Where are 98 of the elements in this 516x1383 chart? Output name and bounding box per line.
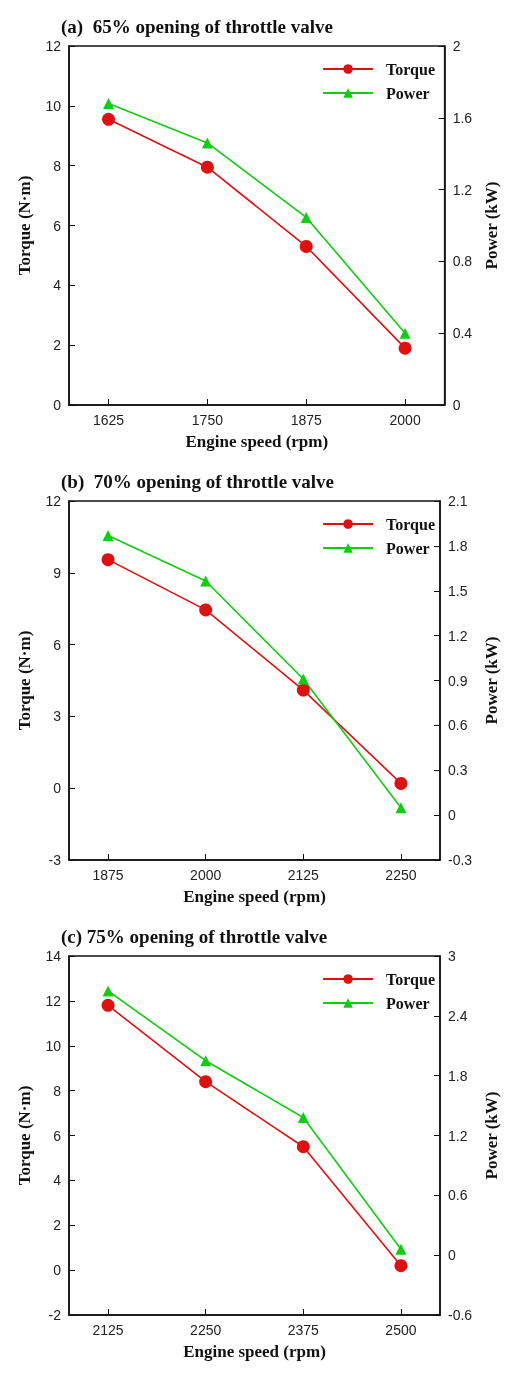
y2-tick-label: -0.3 [447,852,473,868]
point [200,1055,212,1067]
x-tick-label: 2125 [287,867,320,883]
chart-title: (b) 70% opening of throttle valve [61,471,335,493]
y2-axis-title: Power (kW) [482,636,501,725]
point [296,1140,310,1154]
point [199,603,213,617]
point [101,553,115,567]
y-tick-label: 8 [53,1082,62,1099]
point [200,160,214,174]
chart-title: (a) 65% opening of throttle valve [61,16,333,38]
y2-tick-label: 1.6 [452,109,473,126]
point [299,239,313,253]
y2-tick-label: 0 [447,1247,456,1264]
y2-axis-title: Power (kW) [482,1091,501,1180]
y2-tick-label: 2 [452,38,461,54]
y2-tick-label: -0.6 [447,1307,473,1323]
y2-tick-label: 1.2 [447,627,468,644]
x-tick-label: 2250 [190,1322,222,1338]
point [297,673,309,685]
point [398,341,412,355]
point [395,802,407,814]
x-tick-label: 2000 [389,412,421,428]
y2-tick-label: 0.6 [447,1187,468,1204]
point [395,1243,407,1255]
point [103,97,115,109]
y2-tick-label: 1.2 [452,181,473,198]
y2-tick-label: 0.4 [452,325,473,342]
y-tick-label: 12 [45,493,62,509]
legend-label: Power [386,539,430,557]
y2-tick-label: 0 [452,397,461,413]
point [300,211,312,223]
point [102,112,116,126]
y-tick-label: 3 [53,708,62,725]
x-axis-title: Engine speed (rpm) [183,887,326,906]
y-tick-label: -3 [48,852,62,868]
legend-label: Power [386,994,430,1012]
y2-axis-title: Power (kW) [482,181,501,270]
x-tick-label: 2500 [385,1322,417,1338]
point [102,985,114,997]
y2-tick-label: 1.8 [447,537,468,554]
y-tick-label: 0 [53,780,62,797]
y-tick-label: 10 [45,1037,62,1054]
x-tick-label: 2000 [190,867,222,883]
y2-tick-label: 1.5 [447,582,468,599]
y2-tick-label: 2.1 [447,493,468,509]
y2-tick-label: 0.8 [452,253,473,270]
point [102,529,114,541]
y-tick-label: 6 [53,636,62,653]
y-tick-label: 2 [53,337,62,354]
y-tick-label: 4 [53,1172,62,1189]
y-tick-label: 6 [53,217,62,234]
y-tick-label: 10 [45,97,62,114]
y2-tick-label: 2.4 [447,1007,468,1024]
x-tick-label: 1875 [290,412,323,428]
y-axis-title: Torque (N·m) [15,175,34,276]
y-tick-label: 12 [45,38,62,54]
y-tick-label: 6 [53,1127,62,1144]
y2-tick-label: 1.8 [447,1067,468,1084]
x-tick-label: 1750 [191,412,224,428]
x-tick-label: 1625 [92,412,125,428]
x-tick-label: 1875 [92,867,124,883]
y-tick-label: 4 [53,277,62,294]
y-tick-label: 0 [53,397,62,413]
y2-tick-label: 0 [447,807,456,824]
y-tick-label: 9 [53,564,62,581]
point [101,998,115,1012]
point [199,1075,213,1089]
x-axis-title: Engine speed (rpm) [185,432,329,451]
x-tick-label: 2125 [92,1322,124,1338]
legend-label: Power [386,84,430,102]
y-tick-label: 2 [53,1217,62,1234]
y-tick-label: 8 [53,157,62,174]
point [296,683,310,697]
point [201,137,213,149]
y-axis-title: Torque (N·m) [15,630,34,731]
legend-label: Torque [386,515,436,534]
y2-tick-label: 3 [447,948,456,964]
y2-tick-label: 0.9 [447,672,468,689]
point [394,1259,408,1273]
point [200,575,212,587]
y-tick-label: 12 [45,992,62,1009]
point [394,776,408,790]
x-axis-title: Engine speed (rpm) [183,1342,326,1361]
point [297,1112,309,1124]
y-tick-label: -2 [48,1307,62,1323]
y2-tick-label: 0.6 [447,717,468,734]
y-axis-title: Torque (N·m) [15,1085,34,1186]
y-tick-label: 0 [53,1262,62,1279]
legend-label: Torque [386,60,436,79]
legend-label: Torque [386,970,436,989]
point [399,327,411,339]
x-tick-label: 2375 [287,1322,320,1338]
chart-title: (c) 75% opening of throttle valve [61,926,328,948]
y-tick-label: 14 [45,948,62,964]
x-tick-label: 2250 [385,867,417,883]
y2-tick-label: 1.2 [447,1127,468,1144]
y2-tick-label: 0.3 [447,762,468,779]
